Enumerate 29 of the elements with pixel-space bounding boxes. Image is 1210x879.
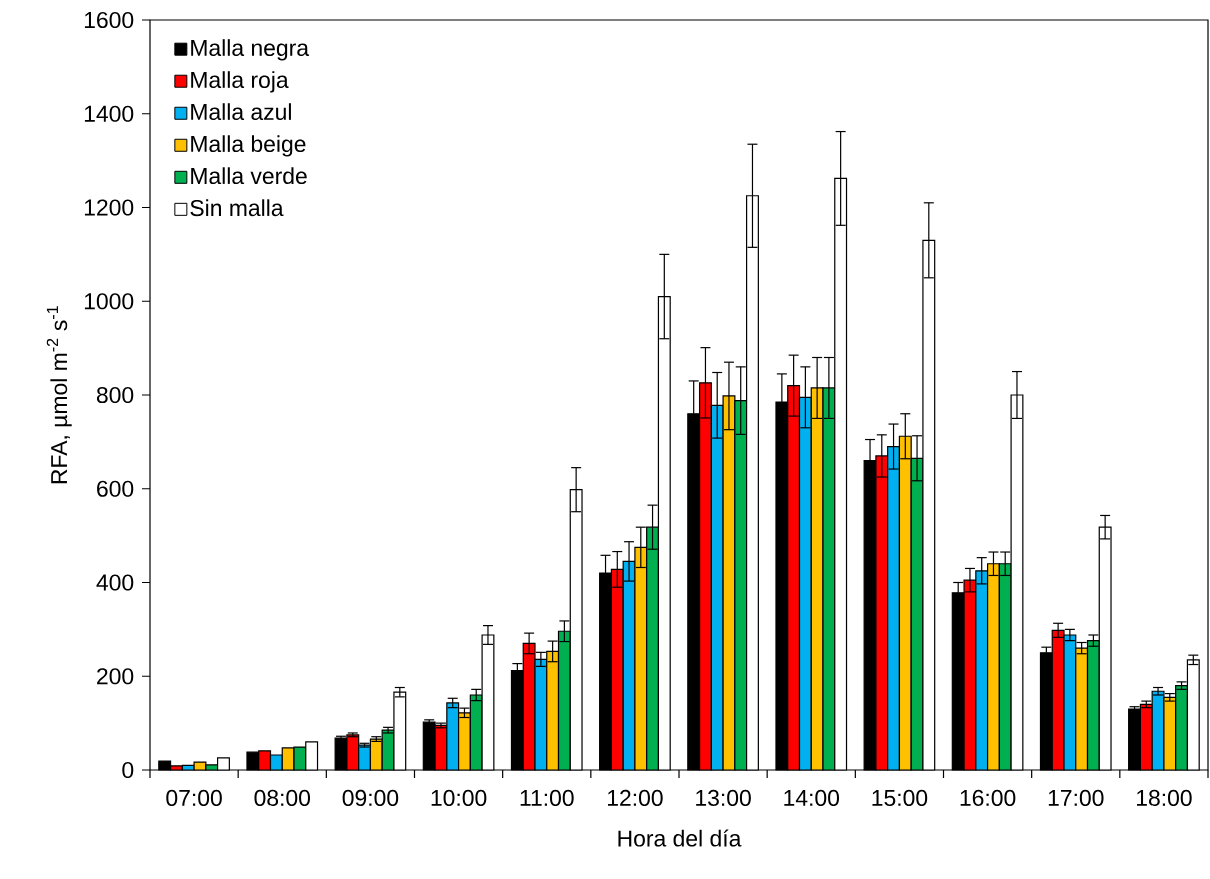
x-tick-label: 18:00 xyxy=(1137,789,1192,807)
y-tick-label: 1000 xyxy=(84,293,134,310)
legend-label: Malla verde xyxy=(191,167,307,185)
x-tick-label: 15:00 xyxy=(872,789,928,807)
legend-label: Sin malla xyxy=(190,199,284,217)
x-tick-label: 10:00 xyxy=(431,789,487,807)
x-axis-title: Hora del día xyxy=(618,829,742,847)
legend-label: Malla roja xyxy=(191,71,289,93)
x-tick-label: 11:00 xyxy=(520,789,574,807)
y-tick-label: 400 xyxy=(96,574,134,591)
x-tick-label: 12:00 xyxy=(608,789,663,807)
y-tick-label: 0 xyxy=(122,761,134,779)
x-tick-label: 13:00 xyxy=(696,789,751,807)
legend-label: Malla azul xyxy=(191,103,291,121)
legend-label: Malla beige xyxy=(191,135,306,157)
y-tick-label: 800 xyxy=(96,386,134,404)
y-tick-label: 600 xyxy=(97,480,134,497)
x-tick-label: 16:00 xyxy=(960,789,1016,807)
y-axis-title: RFA, µmol m$^{-2}$ s$^{-1}$ xyxy=(46,306,72,484)
x-tick-label: 14:00 xyxy=(784,789,840,807)
legend-label: Malla negra xyxy=(191,39,310,61)
x-tick-label: 17:00 xyxy=(1048,789,1104,807)
x-tick-label: 07:00 xyxy=(166,789,222,807)
x-tick-label: 08:00 xyxy=(254,789,311,807)
y-tick-label: 1200 xyxy=(84,199,134,216)
y-tick-label: 1400 xyxy=(84,105,134,122)
y-tick-label: 1600 xyxy=(84,11,134,29)
x-tick-label: 09:00 xyxy=(342,789,399,807)
y-tick-label: 200 xyxy=(97,668,134,685)
